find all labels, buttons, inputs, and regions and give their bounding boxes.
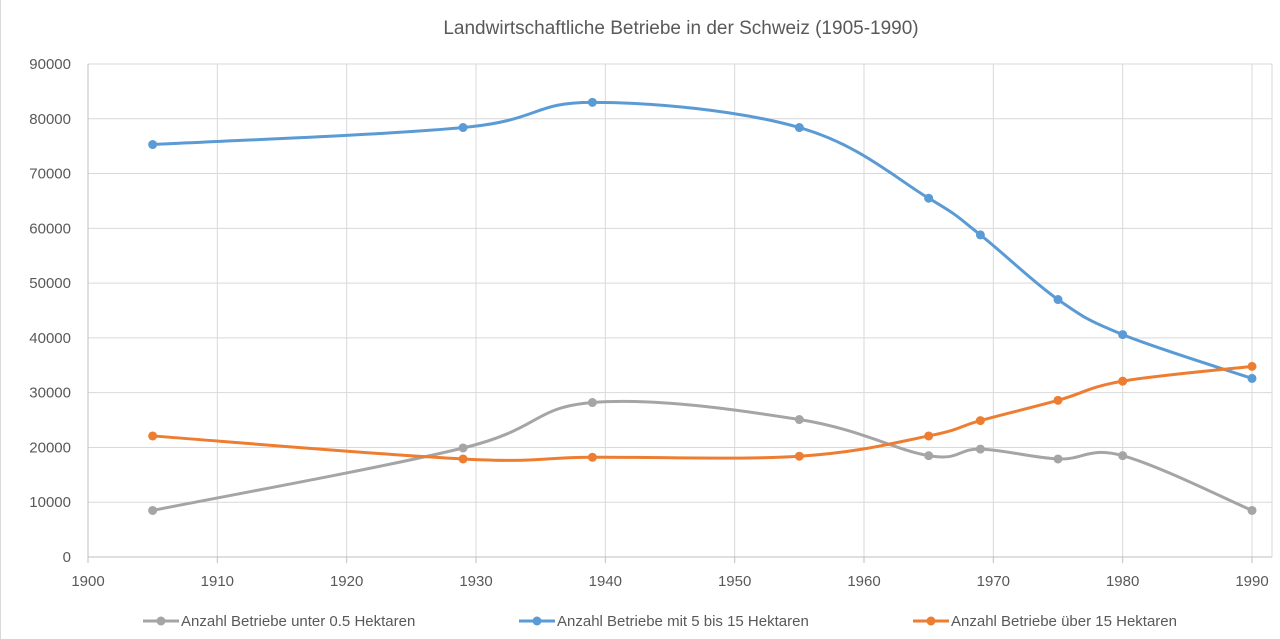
series-line [151, 100, 1254, 380]
legend: Anzahl Betriebe unter 0.5 Hektaren Anzahl… [143, 613, 1177, 630]
series-line [151, 364, 1254, 462]
y-tick-label: 50000 [29, 275, 71, 292]
y-tick-label: 80000 [29, 111, 71, 128]
data-point [924, 431, 934, 441]
data-point [794, 451, 804, 461]
data-point [458, 123, 468, 133]
chart-title: Landwirtschaftliche Betriebe in der Schw… [443, 18, 918, 39]
data-point [458, 443, 468, 453]
series-3 [148, 361, 1257, 464]
data-point [1247, 505, 1257, 515]
series-lines [148, 97, 1257, 515]
y-tick-label: 20000 [29, 439, 71, 456]
series-2 [148, 97, 1257, 383]
data-point [1118, 330, 1128, 340]
legend-item-2: Anzahl Betriebe mit 5 bis 15 Hektaren [519, 613, 809, 630]
series-1 [148, 398, 1257, 515]
data-point [794, 123, 804, 133]
axes: 0 10000 20000 30000 40000 50000 60000 70000 8000… [29, 56, 1272, 590]
x-tick-label: 1920 [330, 573, 363, 590]
legend-marker [926, 616, 936, 626]
data-point [148, 505, 158, 515]
data-point [587, 97, 597, 107]
data-point [148, 140, 158, 150]
data-point [794, 415, 804, 425]
data-point [924, 193, 934, 203]
data-point [1053, 454, 1063, 464]
gridlines [88, 63, 1273, 557]
x-tick-label: 1950 [718, 573, 751, 590]
data-point [1053, 395, 1063, 405]
data-point [1053, 295, 1063, 305]
data-point [1247, 361, 1257, 371]
legend-label: Anzahl Betriebe über 15 Hektaren [951, 613, 1177, 630]
y-tick-label: 10000 [29, 494, 71, 511]
data-point [587, 452, 597, 462]
legend-marker [532, 616, 542, 626]
x-tick-label: 1940 [589, 573, 622, 590]
data-point [924, 451, 934, 461]
x-tick-label: 1990 [1235, 573, 1268, 590]
x-tick-label: 1980 [1106, 573, 1139, 590]
data-point [975, 230, 985, 240]
x-tick-label: 1970 [977, 573, 1010, 590]
legend-marker [156, 616, 166, 626]
y-tick-label: 0 [63, 549, 71, 566]
data-point [975, 416, 985, 426]
legend-label: Anzahl Betriebe unter 0.5 Hektaren [181, 613, 415, 630]
series-line [151, 399, 1254, 512]
y-tick-label: 60000 [29, 220, 71, 237]
y-tick-label: 90000 [29, 56, 71, 73]
y-tick-label: 40000 [29, 330, 71, 347]
data-point [975, 444, 985, 454]
legend-item-3: Anzahl Betriebe über 15 Hektaren [913, 613, 1177, 630]
legend-item-1: Anzahl Betriebe unter 0.5 Hektaren [143, 613, 415, 630]
y-tick-label: 30000 [29, 385, 71, 402]
data-point [1118, 451, 1128, 461]
x-tick-label: 1900 [71, 573, 104, 590]
x-tick-label: 1930 [459, 573, 492, 590]
data-point [458, 454, 468, 464]
x-tick-label: 1960 [847, 573, 880, 590]
data-point [587, 398, 597, 408]
y-tick-label: 70000 [29, 166, 71, 183]
x-tick-label: 1910 [201, 573, 234, 590]
data-point [1247, 373, 1257, 383]
legend-label: Anzahl Betriebe mit 5 bis 15 Hektaren [557, 613, 809, 630]
data-point [148, 431, 158, 441]
data-point [1118, 376, 1128, 386]
